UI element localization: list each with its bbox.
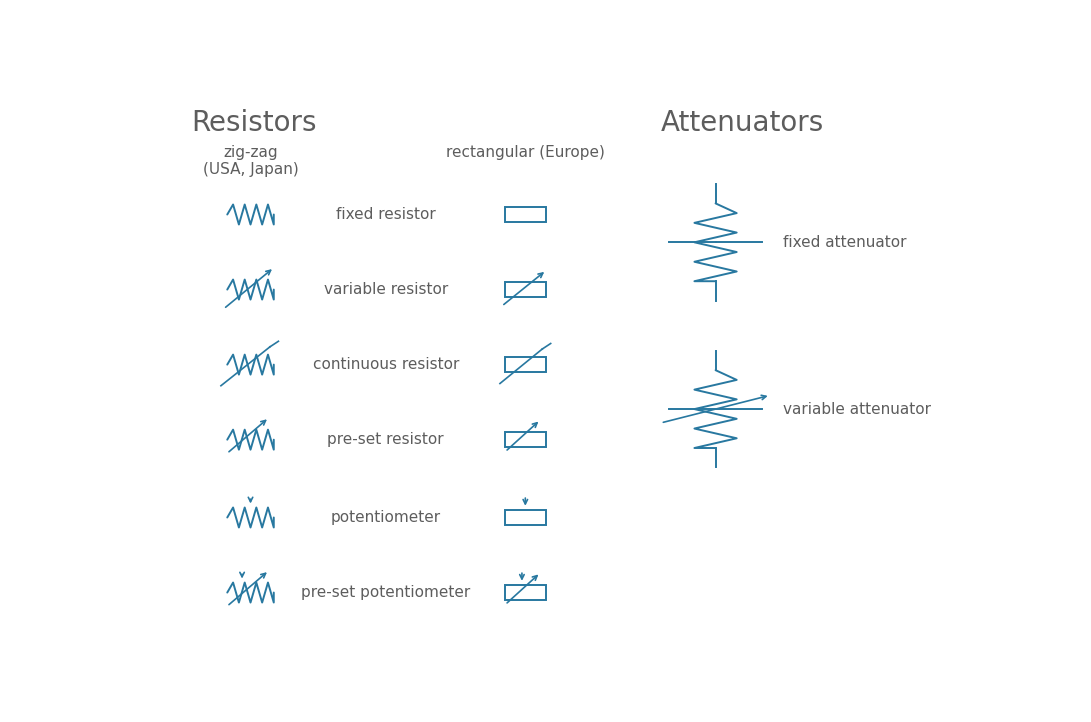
Text: zig-zag
(USA, Japan): zig-zag (USA, Japan) xyxy=(203,145,299,178)
Bar xyxy=(505,510,546,526)
Text: pre-set resistor: pre-set resistor xyxy=(327,432,444,447)
Bar xyxy=(505,206,546,222)
Bar xyxy=(505,357,546,373)
Text: fixed attenuator: fixed attenuator xyxy=(783,235,907,250)
Text: Attenuators: Attenuators xyxy=(661,109,824,137)
Bar xyxy=(505,282,546,297)
Text: fixed resistor: fixed resistor xyxy=(336,207,435,222)
Bar xyxy=(505,585,546,600)
Bar xyxy=(505,432,546,448)
Text: variable attenuator: variable attenuator xyxy=(783,401,932,417)
Text: pre-set potentiometer: pre-set potentiometer xyxy=(301,585,470,600)
Text: variable resistor: variable resistor xyxy=(324,282,448,297)
Text: Resistors: Resistors xyxy=(191,109,316,137)
Text: potentiometer: potentiometer xyxy=(331,510,441,525)
Text: continuous resistor: continuous resistor xyxy=(313,357,459,372)
Text: rectangular (Europe): rectangular (Europe) xyxy=(446,145,604,160)
